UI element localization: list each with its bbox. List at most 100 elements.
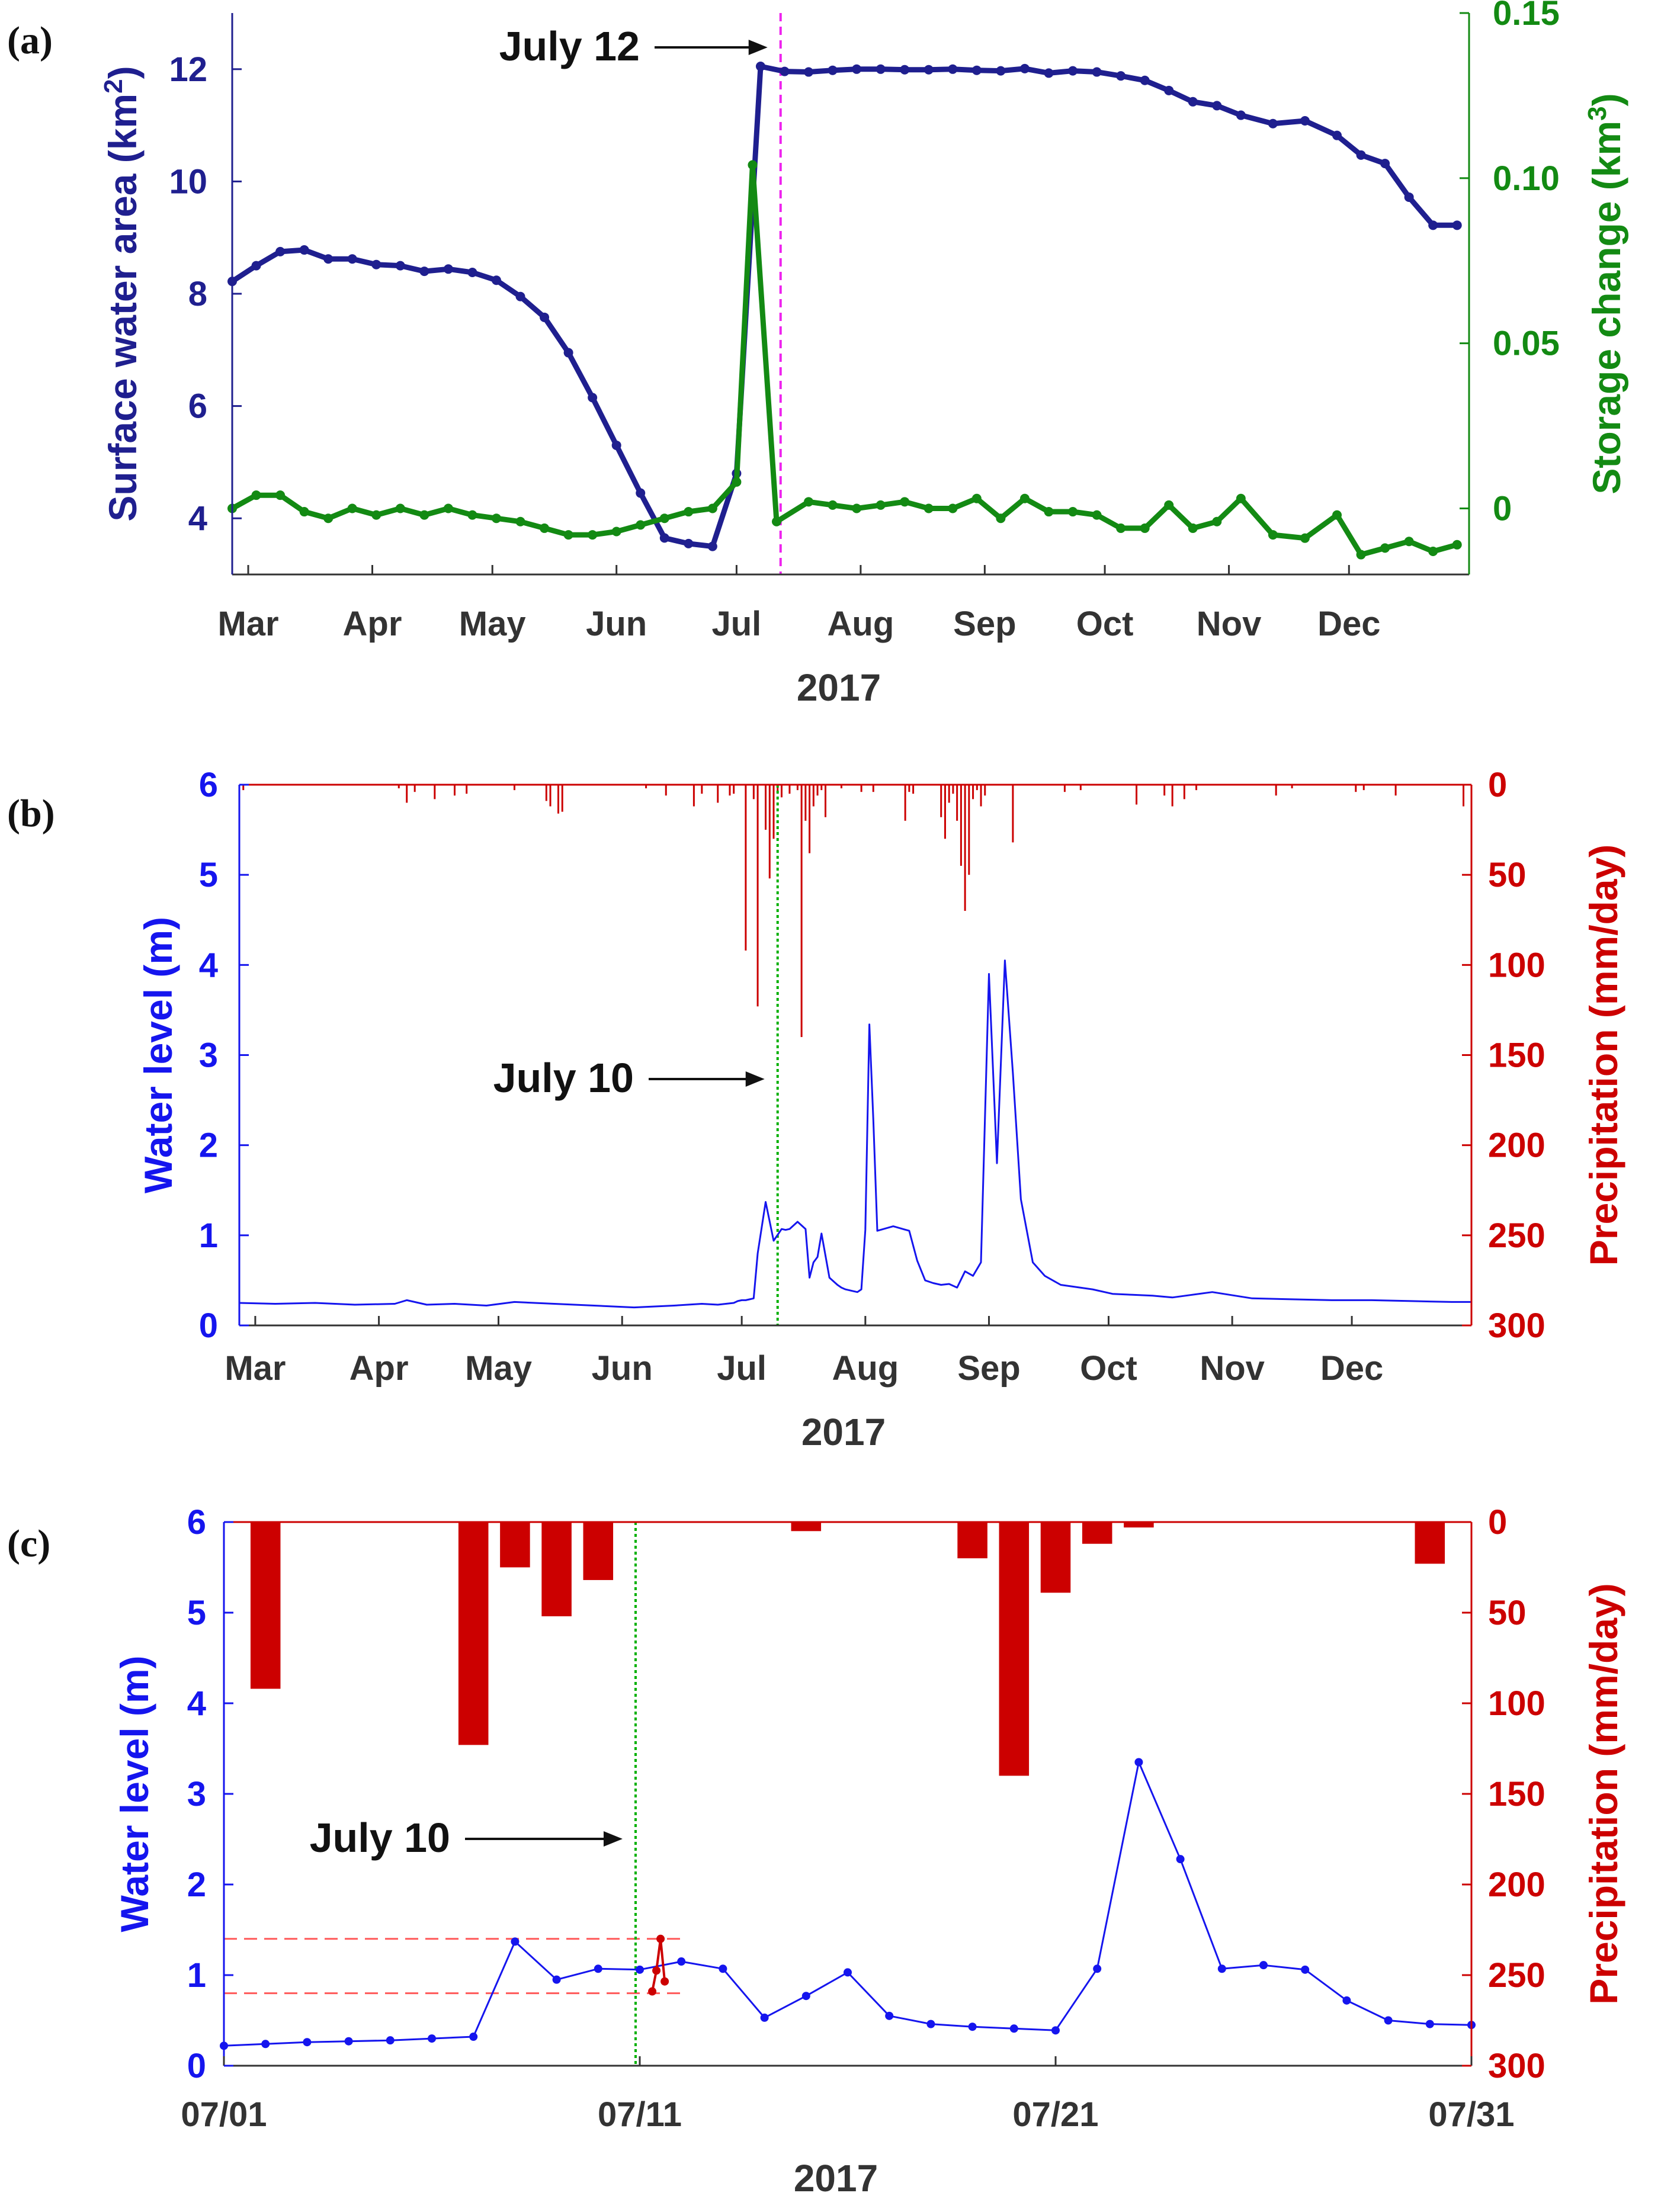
precipitation-bar <box>964 785 966 911</box>
data-point <box>648 1987 657 1996</box>
data-point <box>1404 537 1414 547</box>
data-point <box>467 510 477 520</box>
data-point <box>1301 1965 1310 1974</box>
data-point <box>926 2020 935 2028</box>
precipitation-bar <box>999 1522 1030 1776</box>
annotation-arrowhead <box>748 40 768 55</box>
precipitation-bar <box>788 785 791 794</box>
data-point <box>1009 2024 1018 2033</box>
x-tick-label: Sep <box>953 605 1016 643</box>
precipitation-bar <box>397 785 400 789</box>
precipitation-bar <box>976 785 978 791</box>
right-y-tick-label: 100 <box>1488 946 1545 984</box>
precipitation-bar <box>1291 785 1293 789</box>
precipitation-bar <box>980 785 982 807</box>
precipitation-bar <box>804 785 807 821</box>
data-point <box>900 497 910 507</box>
data-point <box>299 245 309 255</box>
data-point <box>1019 63 1030 73</box>
right-y-axis-title: Precipitation (mm/day) <box>1582 845 1625 1266</box>
precipitation-bar <box>948 785 950 803</box>
data-point <box>1164 85 1174 95</box>
right-y-tick-label: 100 <box>1488 1684 1545 1723</box>
data-point <box>1332 130 1342 140</box>
precipitation-bar <box>912 785 915 794</box>
data-point <box>876 64 886 74</box>
data-point <box>275 246 286 256</box>
data-point <box>1116 523 1126 533</box>
precipitation-bar <box>765 785 767 830</box>
data-point <box>660 1977 669 1986</box>
x-tick-label: 07/21 <box>1012 2095 1098 2134</box>
precipitation-bar <box>466 785 468 794</box>
axis-title-text: Surface water area (km <box>101 94 145 522</box>
data-point <box>1217 1964 1226 1973</box>
data-point <box>1236 493 1246 503</box>
left-y-tick-label: 4 <box>199 946 218 984</box>
x-tick-label: Mar <box>225 1349 286 1388</box>
precipitation-bar <box>1362 785 1365 791</box>
right-y-tick-label: 0 <box>1488 766 1507 804</box>
left-y-tick-label: 0 <box>187 2047 206 2085</box>
precipitation-bar <box>984 785 986 796</box>
left-y-tick-label: 2 <box>199 1126 218 1165</box>
data-point <box>371 510 381 520</box>
right-y-tick-label: 300 <box>1488 1306 1545 1345</box>
precipitation-bar <box>1171 785 1173 807</box>
precipitation-bar <box>729 785 731 796</box>
precipitation-bar <box>1275 785 1277 796</box>
annotation-arrowhead <box>745 1071 765 1087</box>
precipitation-bar <box>1124 1522 1154 1528</box>
precipitation-bar <box>944 785 946 839</box>
precipitation-bar <box>1415 1522 1445 1564</box>
left-y-tick-label: 4 <box>187 1684 206 1723</box>
data-point <box>996 66 1006 76</box>
data-point <box>1212 516 1222 526</box>
data-point <box>732 477 742 487</box>
data-point <box>1236 110 1246 120</box>
precipitation-bar <box>645 785 647 789</box>
data-point <box>1044 68 1054 78</box>
precipitation-bar <box>904 785 906 821</box>
data-point <box>1300 533 1310 543</box>
data-point <box>1068 66 1078 76</box>
x-tick-label: Apr <box>349 1349 409 1388</box>
series-line <box>239 959 1471 1309</box>
data-point <box>428 2034 436 2043</box>
data-point <box>443 503 453 513</box>
data-point <box>323 513 334 524</box>
data-point <box>780 66 790 76</box>
precipitation-bar <box>972 785 974 800</box>
right-y-tick-label: 150 <box>1488 1036 1545 1075</box>
data-point <box>804 67 814 77</box>
data-point <box>876 500 886 510</box>
data-point <box>1051 2026 1060 2035</box>
right-y-axis-title: Precipitation (mm/day) <box>1582 1583 1625 2004</box>
data-point <box>1134 1758 1143 1767</box>
data-point <box>844 1968 852 1977</box>
data-point <box>996 513 1006 524</box>
data-point <box>804 497 814 507</box>
series-line <box>651 1937 666 1992</box>
precipitation-bar <box>1394 785 1397 796</box>
data-point <box>636 1965 644 1974</box>
data-point <box>491 513 501 524</box>
data-point <box>968 2022 977 2031</box>
data-point <box>251 490 261 500</box>
left-y-tick-label: 12 <box>169 50 207 89</box>
x-tick-label: Nov <box>1200 1349 1265 1388</box>
data-point <box>275 490 286 500</box>
right-y-tick-label: 150 <box>1488 1775 1545 1813</box>
precipitation-bar <box>745 785 747 951</box>
data-point <box>852 64 862 74</box>
data-point <box>611 526 621 537</box>
data-point <box>971 65 982 75</box>
x-tick-label: Nov <box>1197 605 1262 643</box>
panel-label: (b) <box>7 792 55 835</box>
data-point <box>677 1957 686 1966</box>
data-point <box>1356 550 1366 560</box>
x-tick-label: Jun <box>592 1349 653 1388</box>
x-tick-label: Apr <box>343 605 402 643</box>
panel-c: (c) 07/01 07/11 07/21 07/31 2017 0 1 2 3 4 5 6 0 50 100… <box>7 1503 1625 2200</box>
